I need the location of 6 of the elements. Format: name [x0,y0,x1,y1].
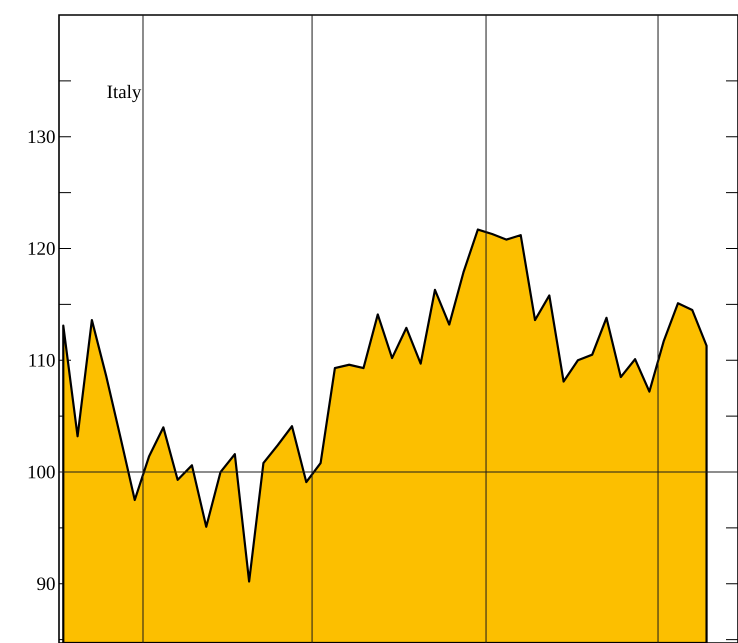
y-tick-label: 90 [37,577,55,590]
y-tick-label: 130 [28,130,55,144]
y-tick-label: 100 [28,466,55,478]
text: Italy [107,84,142,102]
y-tick-label: 120 [28,242,55,255]
y-tick-label: 110 [29,354,55,367]
